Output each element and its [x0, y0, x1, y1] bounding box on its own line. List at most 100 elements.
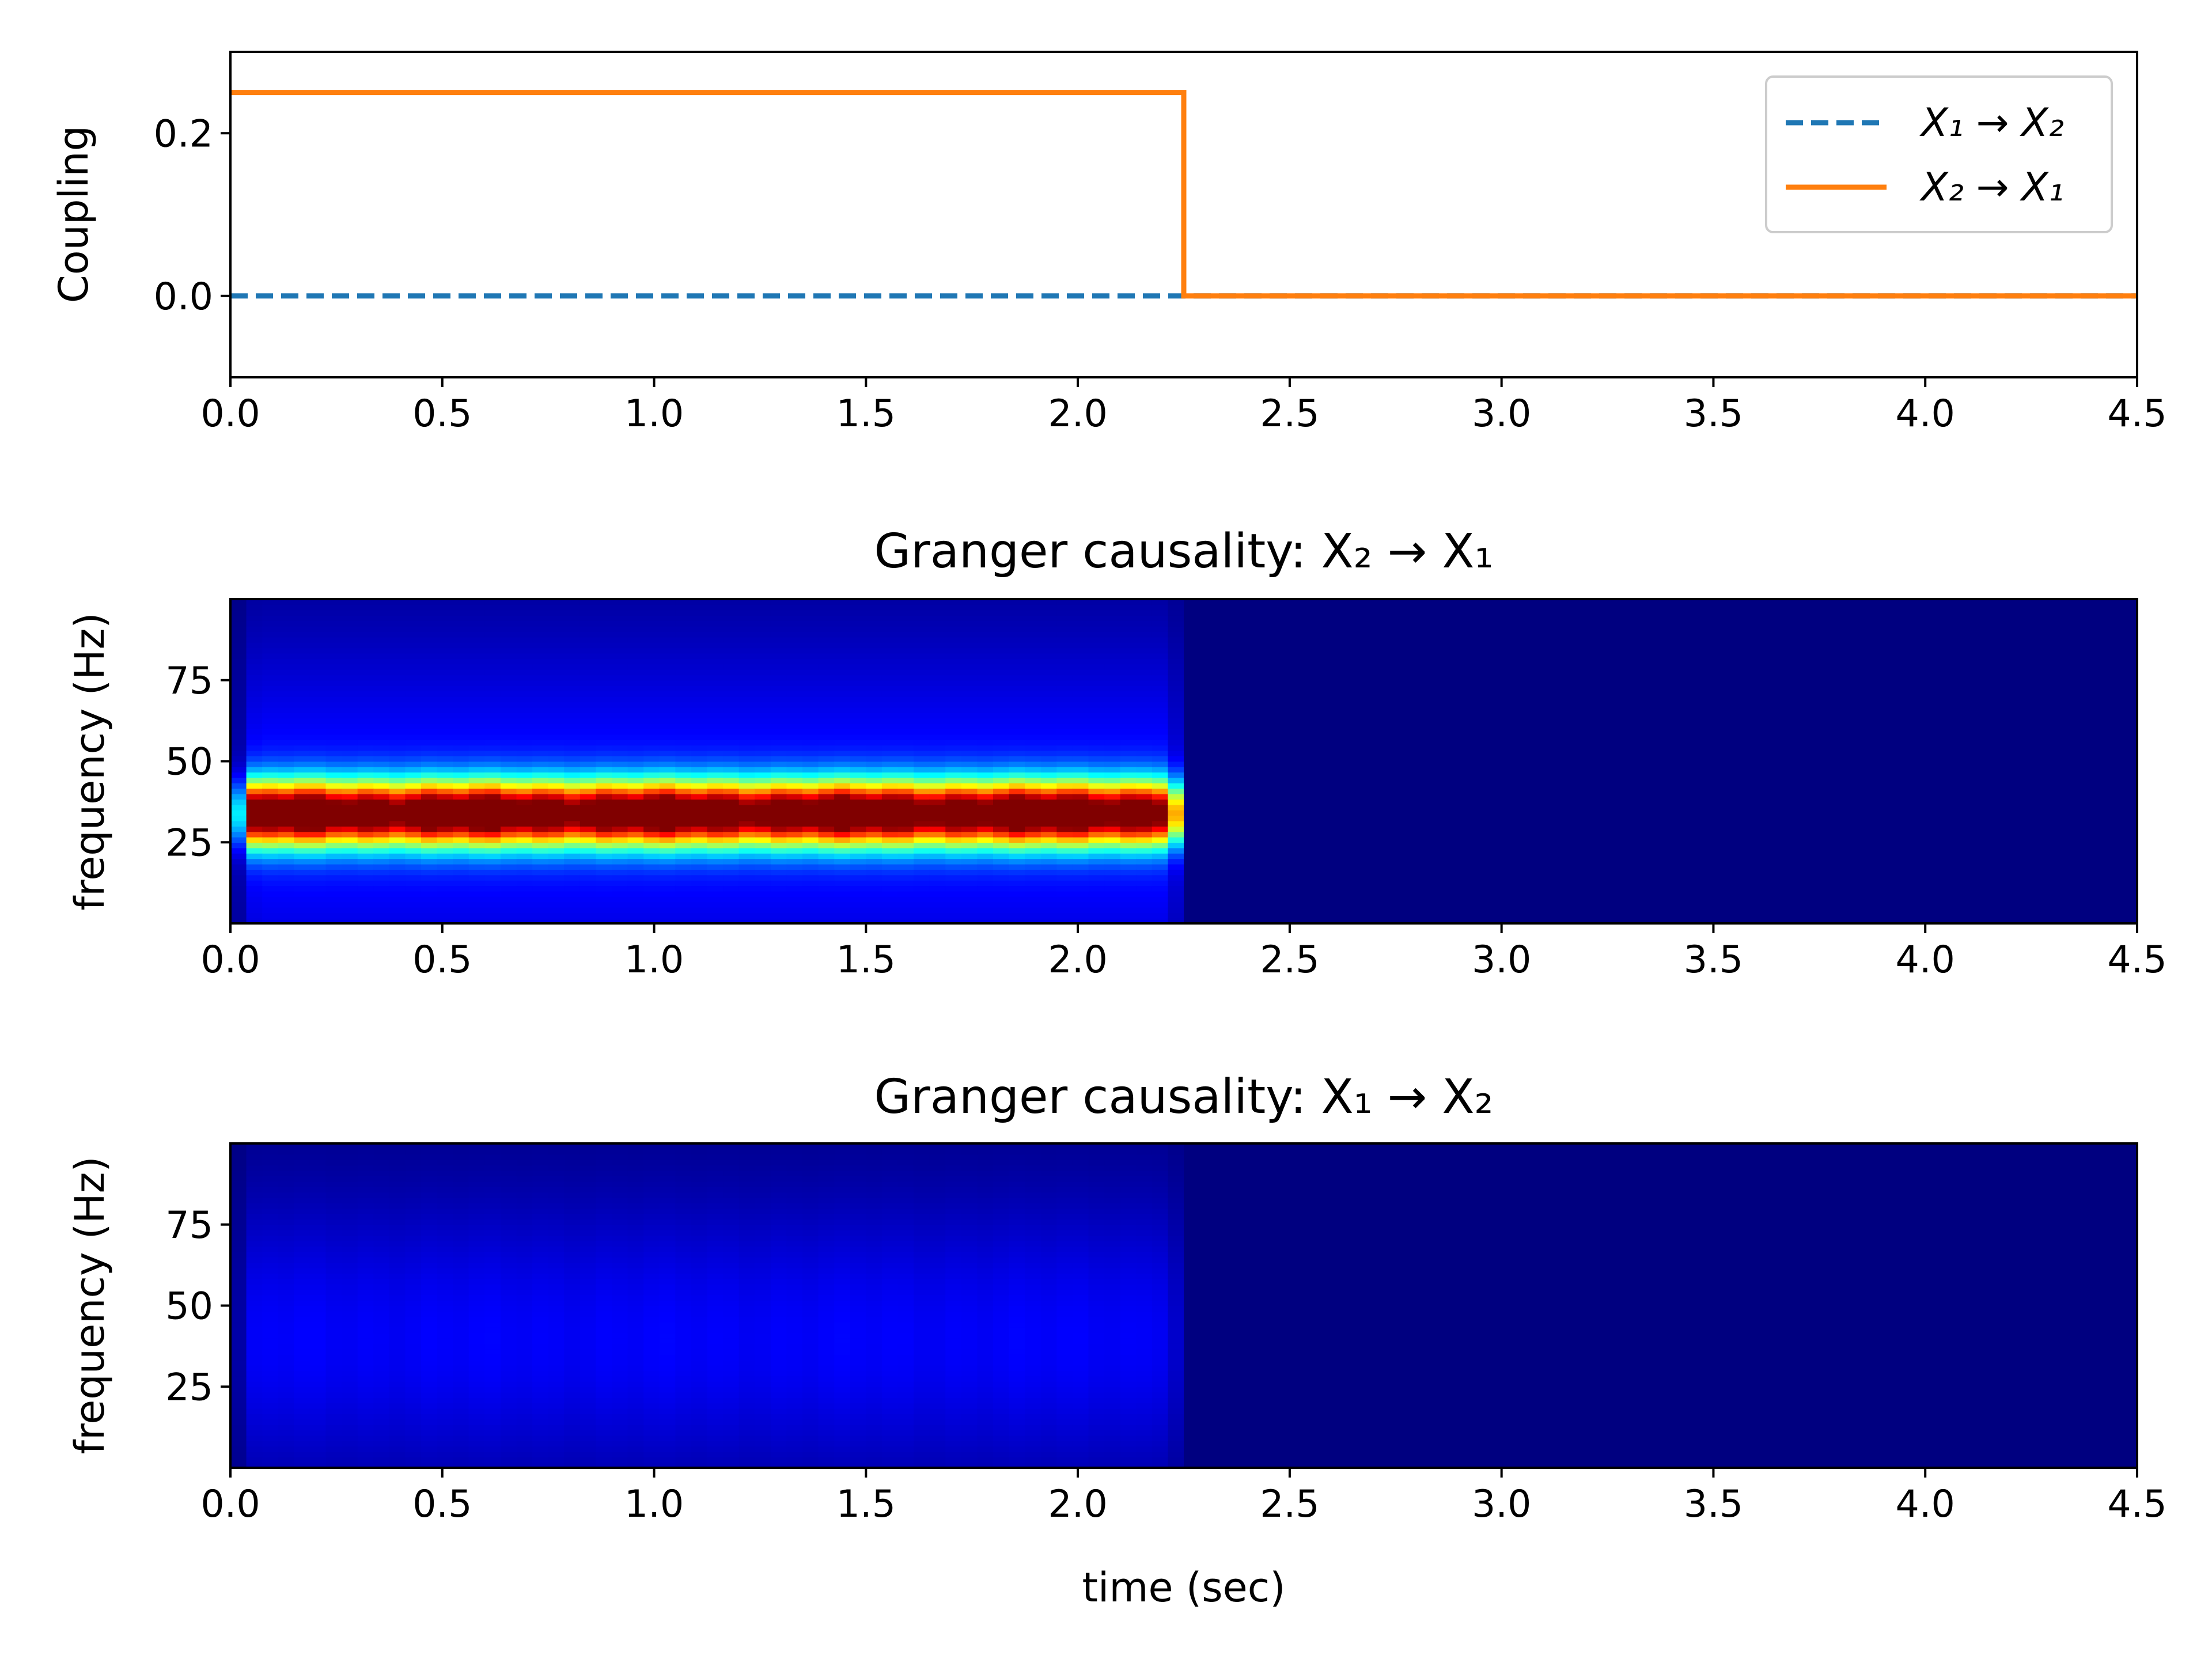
heatmap-cell — [373, 713, 390, 719]
heatmap-cell — [294, 702, 310, 708]
heatmap-cell — [1072, 691, 1089, 697]
heatmap-cell — [802, 647, 819, 654]
heatmap-cell — [1009, 734, 1025, 740]
heatmap-cell — [342, 761, 358, 767]
heatmap-cell — [596, 831, 612, 838]
heatmap-cell — [596, 869, 612, 876]
heatmap-cell — [309, 820, 327, 827]
heatmap-cell — [342, 653, 358, 660]
heatmap-cell — [230, 696, 247, 703]
heatmap-cell — [945, 756, 962, 762]
heatmap-cell — [579, 675, 597, 681]
heatmap-cell — [1453, 804, 1471, 810]
heatmap-cell — [612, 820, 628, 827]
heatmap-cell — [707, 918, 724, 924]
heatmap-cell — [1533, 831, 1550, 838]
heatmap-cell — [405, 658, 422, 665]
heatmap-cell — [1533, 777, 1550, 783]
heatmap-cell — [1422, 702, 1439, 708]
heatmap-cell — [993, 826, 1010, 832]
heatmap-cell — [1406, 702, 1423, 708]
heatmap-cell — [325, 858, 342, 865]
heatmap-cell — [818, 858, 835, 865]
heatmap-cell — [707, 745, 724, 751]
heatmap-cell — [1072, 664, 1089, 670]
heatmap-cell — [1469, 761, 1486, 767]
heatmap-cell — [834, 836, 851, 843]
heatmap-cell — [532, 880, 549, 887]
heatmap-cell — [802, 669, 819, 676]
heatmap-cell — [1136, 680, 1153, 686]
heatmap-cell — [755, 869, 771, 876]
heatmap-cell — [500, 707, 517, 713]
heatmap-cell — [389, 869, 406, 876]
heatmap-cell — [309, 793, 327, 800]
heatmap-cell — [897, 831, 914, 838]
heatmap-cell — [929, 609, 946, 616]
heatmap-cell — [1279, 902, 1296, 908]
heatmap-cell — [1279, 761, 1296, 767]
heatmap-cell — [1438, 642, 1455, 649]
heatmap-cell — [1469, 880, 1486, 887]
heatmap-cell — [516, 702, 533, 708]
heatmap-cell — [914, 756, 930, 762]
heatmap-cell — [929, 896, 946, 903]
heatmap-cell — [1374, 874, 1391, 881]
heatmap-cell — [1136, 637, 1153, 643]
heatmap-cell — [373, 783, 390, 789]
heatmap-cell — [1406, 713, 1423, 719]
heatmap-cell — [1358, 836, 1375, 843]
heatmap-cell — [1342, 766, 1359, 773]
heatmap-cell — [1533, 896, 1550, 903]
heatmap-cell — [309, 756, 327, 762]
heatmap-cell — [1104, 831, 1121, 838]
heatmap-cell — [1247, 799, 1264, 805]
heatmap-cell — [1040, 766, 1058, 773]
heatmap-cell — [1088, 761, 1105, 767]
heatmap-cell — [1342, 891, 1359, 897]
heatmap-cell — [881, 675, 899, 681]
heatmap-cell — [755, 804, 771, 810]
heatmap-cell — [1342, 869, 1359, 876]
heatmap-cell — [643, 750, 660, 756]
heatmap-cell — [707, 766, 724, 773]
heatmap-cell — [309, 664, 327, 670]
heatmap-cell — [770, 863, 787, 870]
heatmap-cell — [373, 772, 390, 778]
heatmap-cell — [1104, 718, 1121, 724]
heatmap-cell — [1263, 836, 1280, 843]
heatmap-cell — [532, 826, 549, 832]
heatmap-cell — [866, 869, 882, 876]
heatmap-cell — [342, 729, 358, 735]
heatmap-cell — [1486, 631, 1502, 638]
heatmap-cell — [961, 675, 978, 681]
heatmap-cell — [1199, 675, 1216, 681]
heatmap-cell — [1120, 713, 1137, 719]
heatmap-cell — [1009, 891, 1025, 897]
heatmap-cell — [675, 772, 692, 778]
heatmap-cell — [834, 858, 851, 865]
heatmap-cell — [1358, 685, 1375, 692]
heatmap-cell — [1184, 696, 1200, 703]
heatmap-cell — [627, 739, 644, 746]
heatmap-cell — [309, 718, 327, 724]
heatmap-cell — [342, 723, 358, 729]
heatmap-cell — [1184, 847, 1200, 854]
heatmap-cell — [945, 793, 962, 800]
heatmap-cell — [453, 804, 469, 810]
heatmap-cell — [309, 691, 327, 697]
heatmap-cell — [914, 620, 930, 627]
heatmap-cell — [1374, 820, 1391, 827]
heatmap-cell — [405, 750, 422, 756]
heatmap-cell — [1168, 734, 1184, 740]
heatmap-cell — [755, 626, 771, 632]
heatmap-cell — [643, 713, 660, 719]
heatmap-cell — [1120, 858, 1137, 865]
heatmap-cell — [246, 793, 263, 800]
heatmap-cell — [1390, 820, 1407, 827]
heatmap-cell — [1104, 912, 1121, 919]
heatmap-cell — [357, 723, 374, 729]
heatmap-cell — [659, 696, 676, 703]
heatmap-cell — [993, 718, 1010, 724]
heatmap-cell — [770, 685, 787, 692]
